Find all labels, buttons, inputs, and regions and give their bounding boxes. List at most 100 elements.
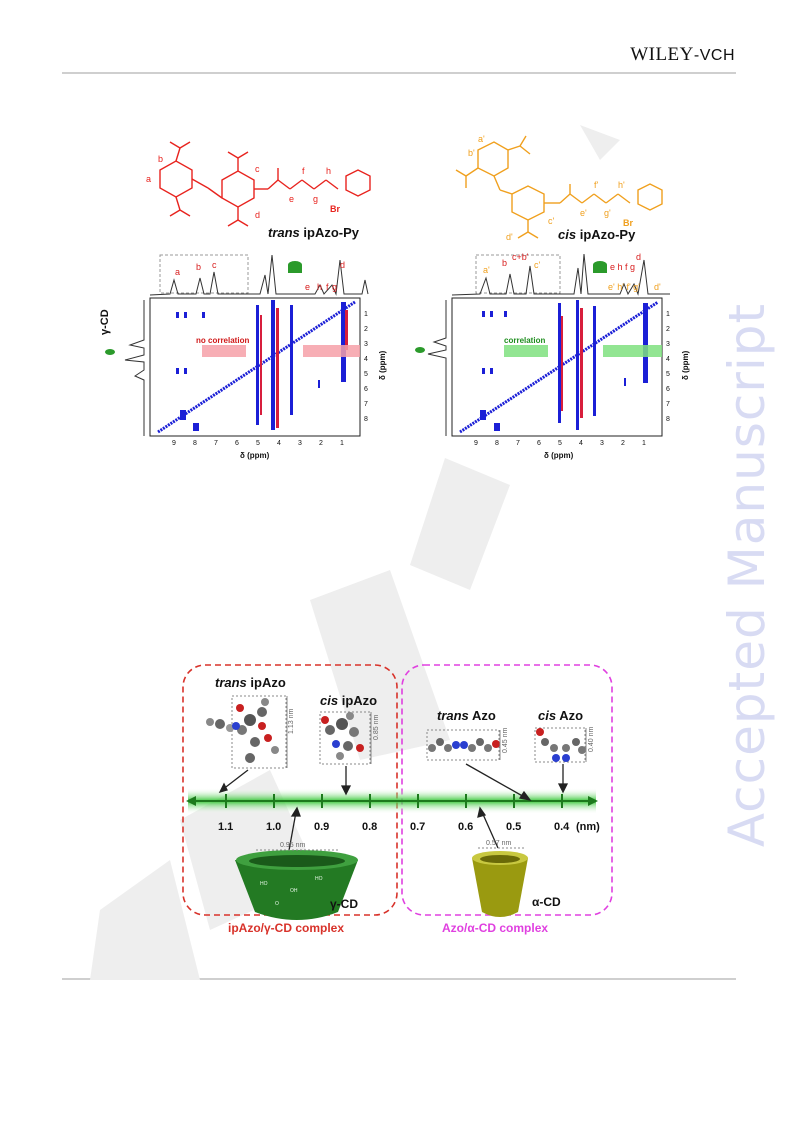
svg-text:d: d [636,252,641,262]
spectrum-inset [159,254,249,294]
svg-text:8: 8 [193,440,197,447]
scale-tick-label: 0.4 [554,821,570,833]
svg-text:h: h [317,282,322,292]
svg-text:8: 8 [495,440,499,447]
scale-tick-label: 0.7 [410,821,425,833]
svg-text:8: 8 [364,416,368,423]
svg-text:d: d [340,260,345,270]
svg-text:6: 6 [537,440,541,447]
gamma-cd-side-icon [105,349,115,355]
scale-unit: (nm) [576,821,600,833]
annotation-correlation: correlation [504,336,545,345]
svg-text:5: 5 [364,371,368,378]
trans-1d-spectrum [149,254,369,296]
label-br: Br [330,204,340,214]
alpha-cd-model [472,851,528,917]
header-rule [62,72,736,74]
trans-structure [159,141,371,227]
azo-complex-label: Azo/α-CD complex [442,921,548,935]
svg-text:O: O [275,901,279,907]
label-f: f [302,166,305,176]
host-label-gamma: γ-CD [100,309,111,335]
svg-text:7: 7 [666,401,670,408]
scale-tick-label: 0.8 [362,821,377,833]
cis-2d-plot [451,297,663,437]
svg-text:7: 7 [214,440,218,447]
svg-text:9: 9 [172,440,176,447]
svg-text:f: f [326,282,329,292]
label-e: e [289,194,294,204]
svg-text:HO: HO [260,881,268,887]
label-c: c [255,164,260,174]
svg-text:4: 4 [277,440,281,447]
svg-text:3: 3 [364,341,368,348]
ipazo-group-box [182,664,398,916]
label-g: g [313,194,318,204]
svg-text:c: c [212,260,217,270]
noesy-panel-cis: a'b'c'd' e'f'g'h' Br cis ipAzo-Py a' b c… [415,134,690,460]
gamma-cd-label: γ-CD [330,897,358,911]
scale-tick-label: 1.0 [266,821,281,833]
x-axis-label: δ (ppm) [240,451,270,460]
scale-tick-label: 0.6 [458,821,473,833]
svg-text:HO: HO [315,876,323,882]
svg-text:6: 6 [364,386,368,393]
svg-text:1: 1 [340,440,344,447]
x-axis-label-cis: δ (ppm) [544,451,574,460]
y-axis-label-cis: δ (ppm) [681,350,690,380]
trans-azo-size: 0.45 nm [502,728,509,753]
label-h: h [326,166,331,176]
footer-rule [62,978,736,980]
arrow-trans-azo [465,763,527,799]
scale-tick-label: 0.9 [314,821,329,833]
svg-text:e': e' [580,208,587,218]
svg-text:7: 7 [364,401,368,408]
svg-text:OH: OH [290,888,298,894]
arrow-trans-ipazo [221,769,249,791]
svg-text:2: 2 [621,440,625,447]
trans-azo-label: trans Azo [437,708,496,723]
spectrum-inset-cis [475,254,561,294]
svg-text:b: b [196,262,201,272]
y-axis-label: δ (ppm) [378,350,387,380]
svg-text:4: 4 [579,440,583,447]
svg-text:a: a [175,267,180,277]
cis-1d-spectrum [451,253,670,296]
scale-arrow-left [186,796,196,806]
svg-text:4: 4 [666,356,670,363]
svg-text:1: 1 [642,440,646,447]
label-b: b [158,154,163,164]
arrow-alpha-cavity [481,811,499,849]
svg-text:7: 7 [516,440,520,447]
svg-text:6: 6 [235,440,239,447]
svg-text:2: 2 [319,440,323,447]
gamma-cd-side-icon-cis [415,347,425,353]
svg-text:a': a' [483,265,490,275]
no-correlation-box-1 [202,345,246,357]
publisher-logo: WILEY-VCH [630,44,735,65]
compound-title-cis: cis ipAzo-Py [558,227,636,242]
cis-ipazo-size: 0.85 nm [373,715,380,740]
svg-text:6: 6 [666,386,670,393]
svg-text:1: 1 [364,311,368,318]
arrow-gamma-cavity [287,811,297,857]
svg-text:1: 1 [666,311,670,318]
svg-text:2: 2 [364,326,368,333]
svg-text:3: 3 [600,440,604,447]
svg-text:9: 9 [474,440,478,447]
correlation-box-1 [504,345,548,357]
svg-text:e: e [305,282,310,292]
no-correlation-box-2 [303,345,360,357]
ipazo-complex-label: ipAzo/γ-CD complex [228,921,344,935]
alpha-cavity-size: 0.57 nm [486,840,511,847]
svg-text:c': c' [534,260,541,270]
gamma-cavity-size: 0.95 nm [280,842,305,849]
accepted-manuscript-watermark: Accepted Manuscript [718,302,776,848]
svg-text:c': c' [548,216,555,226]
size-scale-figure: trans ipAzo cis ipAzo 1.13 nm 0.85 nm tr… [182,664,613,935]
svg-text:h': h' [618,180,625,190]
trans-ipazo-size: 1.13 nm [288,709,295,734]
svg-text:d': d' [506,232,513,242]
label-a: a [146,174,151,184]
